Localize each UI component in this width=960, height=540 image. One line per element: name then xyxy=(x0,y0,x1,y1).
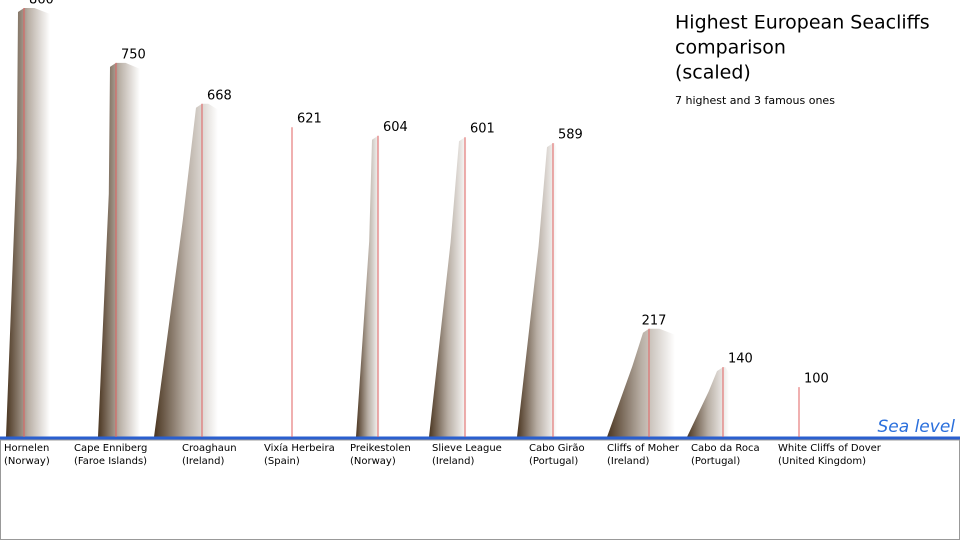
chart-subtitle: 7 highest and 3 famous ones xyxy=(675,94,835,107)
x-tick-sublabel: (Spain) xyxy=(264,456,300,467)
x-tick-sublabel: (Norway) xyxy=(4,456,50,467)
x-tick-label: Croaghaun xyxy=(182,443,237,454)
cliff xyxy=(154,103,218,438)
sea-level-label: Sea level xyxy=(878,417,956,437)
x-tick-sublabel: (Portugal) xyxy=(691,456,740,467)
chart-title: comparison xyxy=(675,37,786,59)
x-tick-label: Cabo da Roca xyxy=(691,443,760,454)
cliff xyxy=(6,8,50,437)
x-tick-sublabel: (Norway) xyxy=(350,456,396,467)
value-label: 621 xyxy=(297,112,322,127)
cliff xyxy=(687,367,729,437)
x-tick-sublabel: (United Kingdom) xyxy=(778,456,866,467)
value-label: 217 xyxy=(642,313,667,328)
x-tick-label: Cabo Girão xyxy=(529,443,585,454)
x-tick-label: Cliffs of Moher xyxy=(607,443,680,454)
cliff xyxy=(429,137,467,437)
x-tick-sublabel: (Ireland) xyxy=(607,456,649,467)
value-label: 668 xyxy=(207,88,232,103)
x-tick-label: Slieve League xyxy=(432,443,502,454)
x-tick-sublabel: (Portugal) xyxy=(529,456,578,467)
cliff xyxy=(98,62,140,437)
x-tick-label: Cape Enniberg xyxy=(74,443,147,454)
x-tick-sublabel: (Faroe Islands) xyxy=(74,456,147,467)
value-label: 604 xyxy=(383,120,408,135)
value-label: 601 xyxy=(470,122,495,137)
chart-title: Highest European Seacliffs xyxy=(675,12,930,34)
value-label: 750 xyxy=(121,47,146,62)
x-tick-label: Vixía Herbeira xyxy=(264,442,335,454)
x-tick-label: White Cliffs of Dover xyxy=(778,443,882,454)
x-tick-label: Preikestolen xyxy=(350,443,411,454)
label-panel xyxy=(0,439,960,540)
value-label: 589 xyxy=(558,128,583,143)
value-label: 140 xyxy=(728,352,753,367)
cliff xyxy=(517,143,557,438)
cliff xyxy=(356,135,380,437)
x-tick-sublabel: (Ireland) xyxy=(432,456,474,467)
cliff xyxy=(607,328,675,437)
x-tick-label: Hornelen xyxy=(4,443,49,454)
value-label: 100 xyxy=(804,372,829,387)
x-tick-sublabel: (Ireland) xyxy=(182,456,224,467)
chart-title: (scaled) xyxy=(675,62,751,84)
value-label: 860 xyxy=(29,0,54,8)
